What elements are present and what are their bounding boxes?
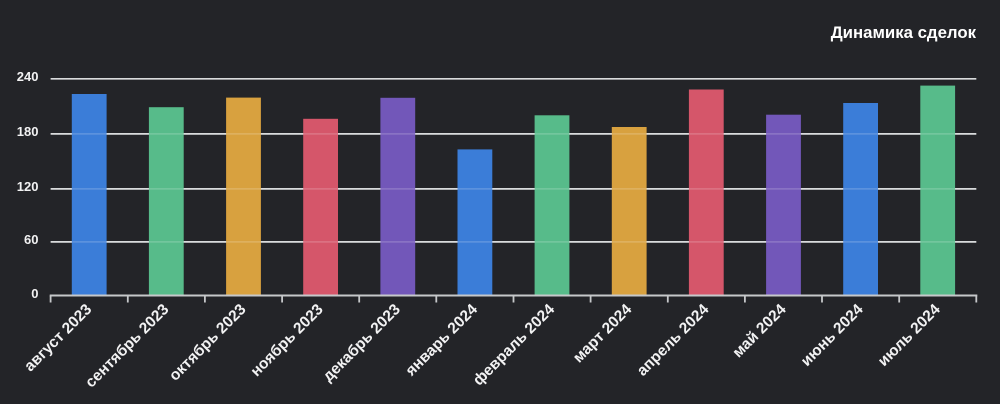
svg-text:120: 120	[17, 179, 39, 194]
svg-text:240: 240	[17, 69, 39, 84]
svg-text:0: 0	[31, 286, 38, 301]
svg-text:60: 60	[24, 232, 38, 247]
svg-text:180: 180	[17, 124, 39, 139]
svg-text:Динамика сделок: Динамика сделок	[831, 23, 977, 42]
